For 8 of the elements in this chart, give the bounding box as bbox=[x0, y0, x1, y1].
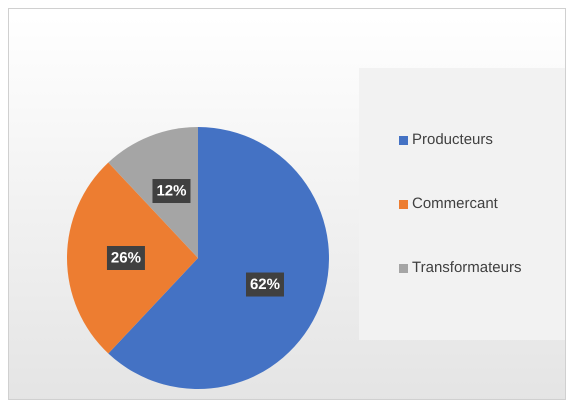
legend-label: Transformateurs bbox=[412, 259, 522, 276]
data-label: 26% bbox=[110, 250, 141, 266]
data-label: 12% bbox=[156, 182, 186, 200]
legend-label: Producteurs bbox=[412, 131, 493, 148]
data-label: 62% bbox=[250, 276, 280, 294]
legend-label: Commercant bbox=[412, 195, 498, 212]
pie-slice bbox=[108, 127, 329, 389]
pie-slice bbox=[67, 162, 198, 354]
